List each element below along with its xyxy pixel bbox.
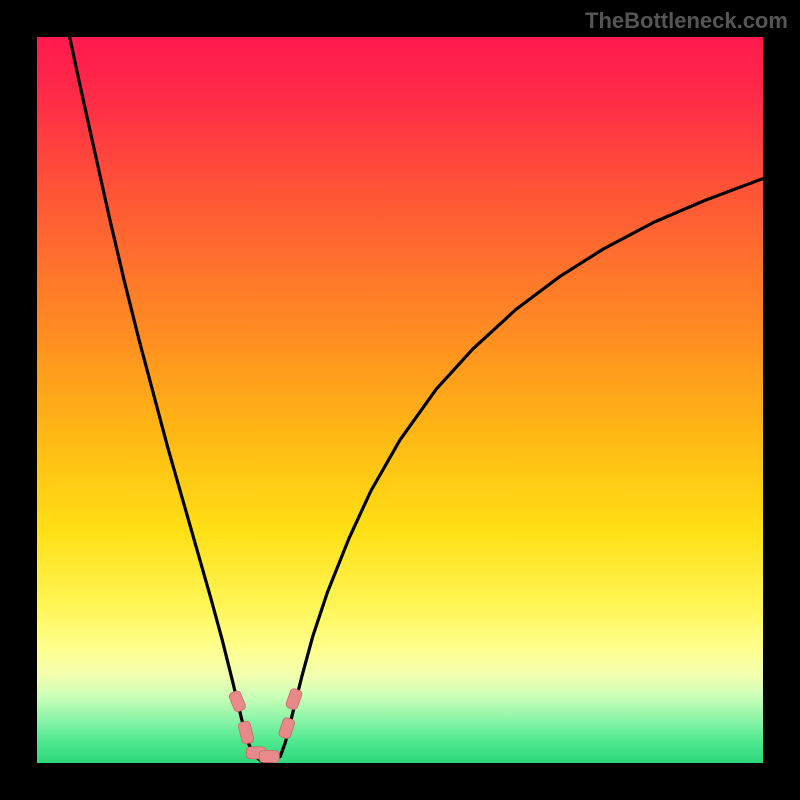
curve-marker bbox=[228, 690, 247, 713]
markers-group bbox=[228, 688, 303, 763]
chart-svg bbox=[37, 37, 763, 763]
bottleneck-curve bbox=[70, 37, 763, 762]
curve-marker bbox=[285, 688, 303, 711]
curve-marker bbox=[246, 747, 266, 759]
curve-marker bbox=[259, 750, 279, 762]
plot-area bbox=[37, 37, 763, 763]
attribution-text: TheBottleneck.com bbox=[585, 8, 788, 34]
curve-marker bbox=[238, 720, 255, 744]
gradient-background bbox=[37, 37, 763, 763]
curve-marker bbox=[278, 717, 296, 740]
